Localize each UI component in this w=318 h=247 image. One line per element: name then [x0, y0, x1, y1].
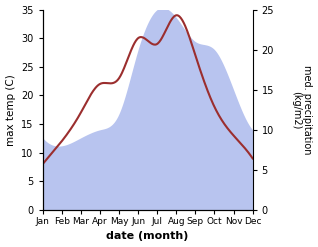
Y-axis label: max temp (C): max temp (C)	[5, 74, 16, 146]
X-axis label: date (month): date (month)	[107, 231, 189, 242]
Y-axis label: med. precipitation
(kg/m2): med. precipitation (kg/m2)	[291, 65, 313, 155]
